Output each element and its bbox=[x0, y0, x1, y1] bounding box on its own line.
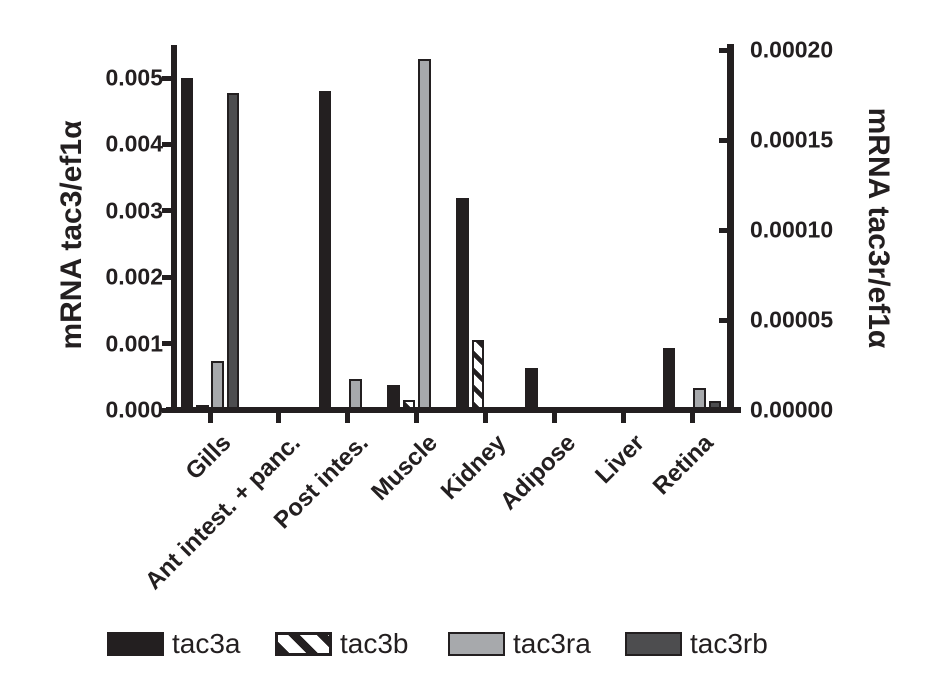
right-axis-tick-label: 0.00000 bbox=[750, 396, 834, 423]
category-tick-mark-kidney bbox=[482, 412, 488, 423]
left-axis-tick-label: 0.005 bbox=[105, 64, 163, 91]
category-tick-mark-ant-intest-panc bbox=[276, 412, 282, 423]
bar-tac3a-kidney bbox=[456, 197, 469, 410]
left-axis-tick-mark bbox=[162, 407, 172, 413]
category-label-muscle: Muscle bbox=[366, 429, 443, 506]
left-y-axis-line bbox=[171, 45, 177, 412]
bar-tac3ra-gills bbox=[211, 361, 224, 410]
bar-tac3b-kidney bbox=[471, 340, 485, 410]
category-tick-mark-gills bbox=[207, 412, 213, 423]
left-axis-tick-label: 0.004 bbox=[105, 130, 163, 157]
left-axis-tick-mark bbox=[162, 274, 172, 280]
right-axis-title: mRNA tac3r/ef1α bbox=[862, 107, 895, 349]
bar-tac3ra-muscle bbox=[417, 59, 431, 410]
left-axis-tick-label: 0.003 bbox=[105, 197, 163, 224]
right-axis-tick-label: 0.00010 bbox=[750, 216, 834, 243]
left-axis-tick-mark bbox=[162, 75, 172, 81]
left-axis-tick-mark bbox=[162, 141, 172, 147]
right-y-axis-line bbox=[727, 44, 734, 412]
left-axis-tick-label: 0.001 bbox=[105, 330, 163, 357]
category-tick-mark-muscle bbox=[414, 412, 420, 423]
bar-tac3a-gills bbox=[180, 78, 194, 410]
left-axis-tick-mark bbox=[162, 208, 172, 214]
bar-tac3a-post-intes bbox=[318, 91, 332, 410]
category-label-liver: Liver bbox=[589, 429, 650, 489]
category-tick-mark-adipose bbox=[551, 412, 557, 423]
category-tick-mark-liver bbox=[620, 412, 626, 423]
bar-tac3a-adipose bbox=[525, 368, 538, 410]
left-axis-tick-label: 0.002 bbox=[105, 263, 163, 290]
legend-label-tac3rb: tac3rb bbox=[690, 628, 768, 659]
category-tick-mark-post-intes bbox=[345, 412, 351, 423]
legend-swatch-tac3a bbox=[107, 632, 164, 656]
legend-label-tac3b: tac3b bbox=[340, 628, 409, 659]
left-axis-tick-mark bbox=[162, 341, 172, 347]
right-axis-tick-mark bbox=[719, 317, 729, 323]
bar-tac3ra-post-intes bbox=[349, 379, 362, 410]
legend-label-tac3ra: tac3ra bbox=[513, 628, 591, 659]
legend-swatch-tac3ra bbox=[448, 632, 505, 656]
bar-tac3rb-gills bbox=[226, 93, 240, 410]
bar-tac3a-retina bbox=[662, 347, 676, 410]
category-label-adipose: Adipose bbox=[494, 429, 581, 516]
legend-swatch-tac3b bbox=[275, 632, 332, 656]
right-axis-tick-label: 0.00005 bbox=[750, 306, 834, 333]
right-axis-tick-mark bbox=[719, 407, 729, 413]
x-axis-baseline bbox=[166, 407, 741, 413]
right-axis-tick-mark bbox=[719, 227, 729, 233]
legend-label-tac3a: tac3a bbox=[172, 628, 241, 659]
category-label-retina: Retina bbox=[647, 429, 719, 501]
right-axis-tick-label: 0.00015 bbox=[750, 126, 834, 153]
right-axis-tick-label: 0.00020 bbox=[750, 36, 834, 63]
left-axis-tick-label: 0.000 bbox=[105, 396, 163, 423]
category-label-gills: Gills bbox=[180, 429, 237, 486]
category-tick-mark-retina bbox=[689, 412, 695, 423]
legend-swatch-tac3rb bbox=[625, 632, 682, 656]
right-axis-tick-mark bbox=[719, 137, 729, 143]
right-axis-tick-mark bbox=[719, 47, 729, 53]
